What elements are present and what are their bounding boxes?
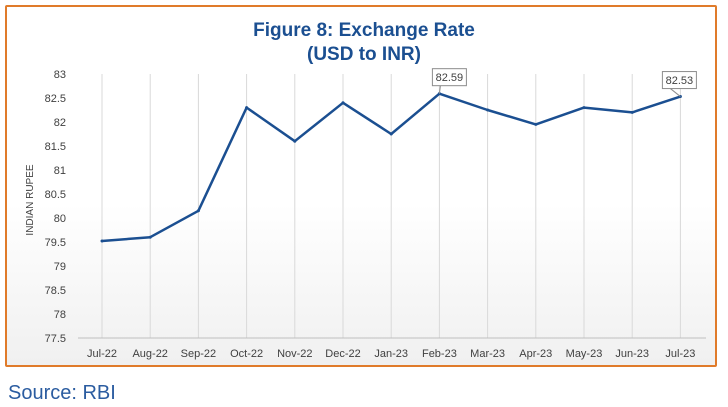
data-point: [293, 139, 297, 143]
chart-frame: [5, 5, 717, 367]
x-tick-label: Apr-23: [519, 348, 552, 360]
data-point: [245, 106, 249, 110]
x-tick-label: Feb-23: [422, 348, 457, 360]
y-tick-label: 80: [54, 213, 66, 225]
y-axis-label: INDIAN RUPEE: [25, 164, 36, 235]
y-tick-label: 77.5: [45, 333, 66, 345]
x-tick-label: Jun-23: [615, 348, 649, 360]
chart-subtitle: (USD to INR): [307, 44, 421, 65]
y-tick-label: 78.5: [45, 285, 66, 297]
data-point: [582, 106, 586, 110]
y-tick-label: 80.5: [45, 189, 66, 201]
data-point: [389, 132, 393, 136]
data-point: [341, 101, 345, 105]
data-point: [196, 209, 200, 213]
x-tick-label: Jul-23: [665, 348, 695, 360]
y-tick-label: 83: [54, 69, 66, 81]
data-point: [100, 239, 104, 243]
data-point: [148, 235, 152, 239]
x-tick-label: May-23: [566, 348, 603, 360]
y-tick-label: 78: [54, 309, 66, 321]
x-tick-label: Jan-23: [374, 348, 408, 360]
data-point: [534, 122, 538, 126]
data-label-box: [431, 68, 467, 87]
data-label: 82.59: [436, 72, 464, 84]
source-note: Source: RBI: [8, 382, 116, 404]
data-label-leader: [438, 85, 441, 94]
data-label: 82.53: [666, 75, 694, 87]
x-tick-label: Nov-22: [277, 348, 312, 360]
y-tick-label: 79: [54, 261, 66, 273]
x-tick-label: Jul-22: [87, 348, 117, 360]
chart-title: Figure 8: Exchange Rate: [253, 20, 475, 41]
x-tick-label: Dec-22: [325, 348, 360, 360]
y-tick-label: 82: [54, 117, 66, 129]
data-point: [486, 108, 490, 112]
x-tick-label: Oct-22: [230, 348, 263, 360]
y-tick-label: 81.5: [45, 141, 66, 153]
y-tick-label: 81: [54, 165, 66, 177]
x-tick-label: Aug-22: [132, 348, 167, 360]
y-tick-label: 79.5: [45, 237, 66, 249]
y-tick-label: 82.5: [45, 93, 66, 105]
x-tick-label: Mar-23: [470, 348, 505, 360]
data-point: [630, 110, 634, 114]
x-tick-label: Sep-22: [181, 348, 216, 360]
data-label-leader: [670, 88, 681, 97]
data-label-box: [661, 71, 697, 90]
